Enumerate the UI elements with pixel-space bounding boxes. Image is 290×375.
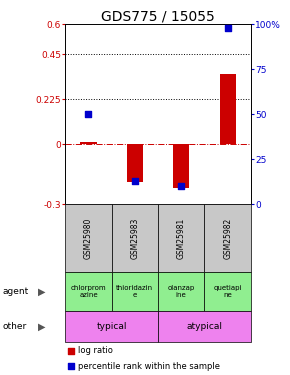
Text: typical: typical [96, 322, 127, 331]
Text: atypical: atypical [186, 322, 222, 331]
Text: GSM25980: GSM25980 [84, 217, 93, 259]
Bar [112, 204, 158, 272]
Bar [158, 311, 251, 342]
Bar [220, 74, 236, 144]
Text: chlorprom
azine: chlorprom azine [71, 285, 106, 298]
Text: agent: agent [3, 287, 29, 296]
Text: GSM25982: GSM25982 [223, 217, 232, 259]
Bar [173, 144, 189, 188]
Point [86, 111, 91, 117]
Point [68, 348, 73, 354]
Text: GSM25981: GSM25981 [177, 217, 186, 259]
Point [179, 183, 184, 189]
Bar [204, 272, 251, 311]
Text: quetiapi
ne: quetiapi ne [213, 285, 242, 298]
Bar [65, 272, 112, 311]
Text: ▶: ▶ [38, 322, 46, 332]
Text: thioridazin
e: thioridazin e [116, 285, 153, 298]
Text: percentile rank within the sample: percentile rank within the sample [78, 362, 220, 371]
Bar [127, 144, 143, 182]
Title: GDS775 / 15055: GDS775 / 15055 [101, 9, 215, 23]
Bar [204, 204, 251, 272]
Point [133, 178, 137, 184]
Bar [65, 204, 112, 272]
Text: olanzap
ine: olanzap ine [168, 285, 195, 298]
Bar [65, 311, 158, 342]
Bar [158, 272, 204, 311]
Point [68, 363, 73, 369]
Bar [112, 272, 158, 311]
Point [225, 25, 230, 31]
Bar [158, 204, 204, 272]
Text: ▶: ▶ [38, 286, 46, 297]
Text: log ratio: log ratio [78, 346, 113, 355]
Text: other: other [3, 322, 27, 331]
Bar [80, 142, 97, 144]
Text: GSM25983: GSM25983 [130, 217, 139, 259]
